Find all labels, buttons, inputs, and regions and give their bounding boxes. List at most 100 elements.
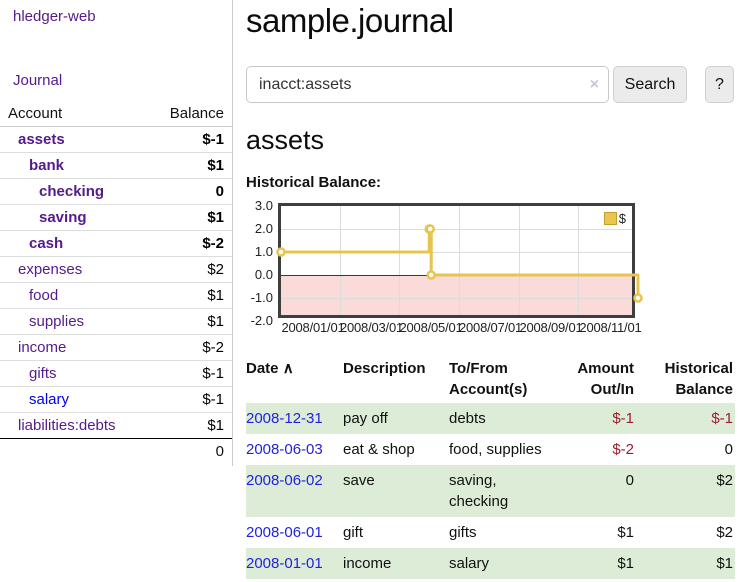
sidebar: hledger-web Journal Account Balance asse… xyxy=(0,0,233,466)
register-header-amount: Amount Out/In xyxy=(577,360,634,398)
data-point-marker xyxy=(633,293,643,303)
account-balance: $-1 xyxy=(202,365,224,382)
transaction-amount: $1 xyxy=(617,524,634,541)
account-row: salary $-1 xyxy=(0,386,232,413)
chart-title: Historical Balance: xyxy=(246,174,382,191)
register-row: 2008-12-31 pay off debts $-1 $-1 xyxy=(246,403,735,434)
search-input[interactable] xyxy=(246,66,609,103)
account-balance: $-1 xyxy=(202,131,224,148)
transaction-balance: $2 xyxy=(642,465,735,517)
accounts-header-account: Account xyxy=(8,105,63,122)
transaction-accounts: debts xyxy=(449,403,566,434)
gridline xyxy=(281,229,632,230)
account-link-liabilities-debts[interactable]: liabilities:debts xyxy=(18,417,116,434)
main-panel: sample.journal × Search ? assets Histori… xyxy=(233,0,742,579)
search-form: × Search ? xyxy=(246,66,734,103)
transaction-description: gift xyxy=(343,524,364,541)
account-row: income $-2 xyxy=(0,334,232,361)
transaction-balance: $2 xyxy=(716,524,733,541)
account-heading: assets xyxy=(246,125,325,155)
account-link-income[interactable]: income xyxy=(18,339,67,356)
account-row: saving $1 xyxy=(0,204,232,231)
account-link-saving[interactable]: saving xyxy=(39,209,87,226)
y-tick-label: -1.0 xyxy=(250,290,273,305)
account-balance: 0 xyxy=(215,183,224,200)
x-tick-label: 2008/11/01 xyxy=(579,320,642,335)
accounts-body: assets $-1 bank $1 checking 0 saving $1 cash $-2 e… xyxy=(0,127,232,439)
help-button[interactable]: ? xyxy=(705,66,734,103)
gridline xyxy=(281,298,632,299)
data-point-marker xyxy=(426,270,436,280)
app-brand-link[interactable]: hledger-web xyxy=(13,8,96,25)
y-tick-label: 2.0 xyxy=(254,221,273,236)
accounts-header-row: Account Balance xyxy=(0,102,232,127)
data-point-marker xyxy=(276,247,286,257)
account-row: assets $-1 xyxy=(0,127,232,153)
search-button[interactable]: Search xyxy=(613,66,687,103)
gridline xyxy=(458,206,460,315)
x-tick-label: 2008/05/01 xyxy=(399,320,463,335)
account-link-expenses[interactable]: expenses xyxy=(18,261,83,278)
account-link-salary[interactable]: salary xyxy=(29,391,70,408)
gridline xyxy=(399,206,401,315)
account-row: gifts $-1 xyxy=(0,360,232,387)
account-balance: $1 xyxy=(207,417,224,434)
account-link-food[interactable]: food xyxy=(29,287,59,304)
account-link-checking[interactable]: checking xyxy=(39,183,105,200)
accounts-header-balance: Balance xyxy=(169,105,224,122)
account-row: supplies $1 xyxy=(0,308,232,335)
accounts-table: Account Balance assets $-1 bank $1 checking 0… xyxy=(0,102,232,464)
transaction-date-link[interactable]: 2008-06-03 xyxy=(246,441,323,458)
account-balance: $1 xyxy=(207,287,224,304)
transaction-date-link[interactable]: 2008-06-02 xyxy=(246,472,323,489)
register-row: 2008-01-01 income salary $1 $1 xyxy=(246,548,735,579)
account-balance: $1 xyxy=(207,313,224,330)
account-balance: $-2 xyxy=(202,235,224,252)
register-table: Date ∧ Description To/From Account(s) Am… xyxy=(246,356,735,579)
account-row: liabilities:debts $1 xyxy=(0,412,232,439)
chart-legend: $ xyxy=(603,211,626,226)
account-link-supplies[interactable]: supplies xyxy=(29,313,85,330)
x-tick-label: 2008/09/01 xyxy=(519,320,583,335)
clear-search-icon[interactable]: × xyxy=(589,75,599,93)
transaction-amount: $-1 xyxy=(566,403,642,434)
account-balance: $2 xyxy=(207,261,224,278)
register-header-date[interactable]: Date ∧ xyxy=(246,360,294,377)
data-point-marker xyxy=(425,224,435,234)
register-header-accounts: To/From Account(s) xyxy=(449,360,528,398)
transaction-amount: 0 xyxy=(566,465,642,517)
historical-balance-chart: 3.0 2.0 1.0 0.0 -1.0 -2.0 $ 2008/01/01 2008/03… xyxy=(246,198,646,335)
sort-ascending-icon: ∧ xyxy=(282,360,294,377)
account-link-bank[interactable]: bank xyxy=(29,157,65,174)
gridline xyxy=(281,252,632,253)
y-tick-label: 0.0 xyxy=(254,267,273,282)
x-tick-label: 2008/03/01 xyxy=(339,320,404,335)
x-axis-labels: 2008/01/01 2008/03/01 2008/05/01 2008/07/01… xyxy=(281,318,673,335)
transaction-date-link[interactable]: 2008-01-01 xyxy=(246,555,323,572)
account-link-cash[interactable]: cash xyxy=(29,235,64,252)
transaction-amount: $-2 xyxy=(612,441,634,458)
accounts-total-row: 0 xyxy=(0,438,232,465)
account-link-assets[interactable]: assets xyxy=(18,131,65,148)
page-title: sample.journal xyxy=(246,2,454,39)
account-row: expenses $2 xyxy=(0,256,232,283)
transaction-description: save xyxy=(343,465,449,517)
register-header-description: Description xyxy=(343,360,426,377)
transaction-date-link[interactable]: 2008-12-31 xyxy=(246,410,323,427)
transaction-date-link[interactable]: 2008-06-01 xyxy=(246,524,323,541)
transaction-accounts: food, supplies xyxy=(449,441,542,458)
register-header-row: Date ∧ Description To/From Account(s) Am… xyxy=(246,356,735,403)
transaction-amount: $1 xyxy=(566,548,642,579)
account-link-gifts[interactable]: gifts xyxy=(29,365,57,382)
sidebar-item-journal[interactable]: Journal xyxy=(13,72,63,89)
legend-label: $ xyxy=(618,211,626,226)
account-balance: $-1 xyxy=(202,391,224,408)
account-balance: $1 xyxy=(207,157,224,174)
register-row: 2008-06-02 save saving, checking 0 $2 xyxy=(246,465,735,517)
account-row: food $1 xyxy=(0,282,232,309)
gridline xyxy=(519,206,520,315)
register-row: 2008-06-01 gift gifts $1 $2 xyxy=(246,517,735,548)
accounts-total-balance: 0 xyxy=(215,443,224,460)
legend-swatch-icon xyxy=(603,212,617,225)
